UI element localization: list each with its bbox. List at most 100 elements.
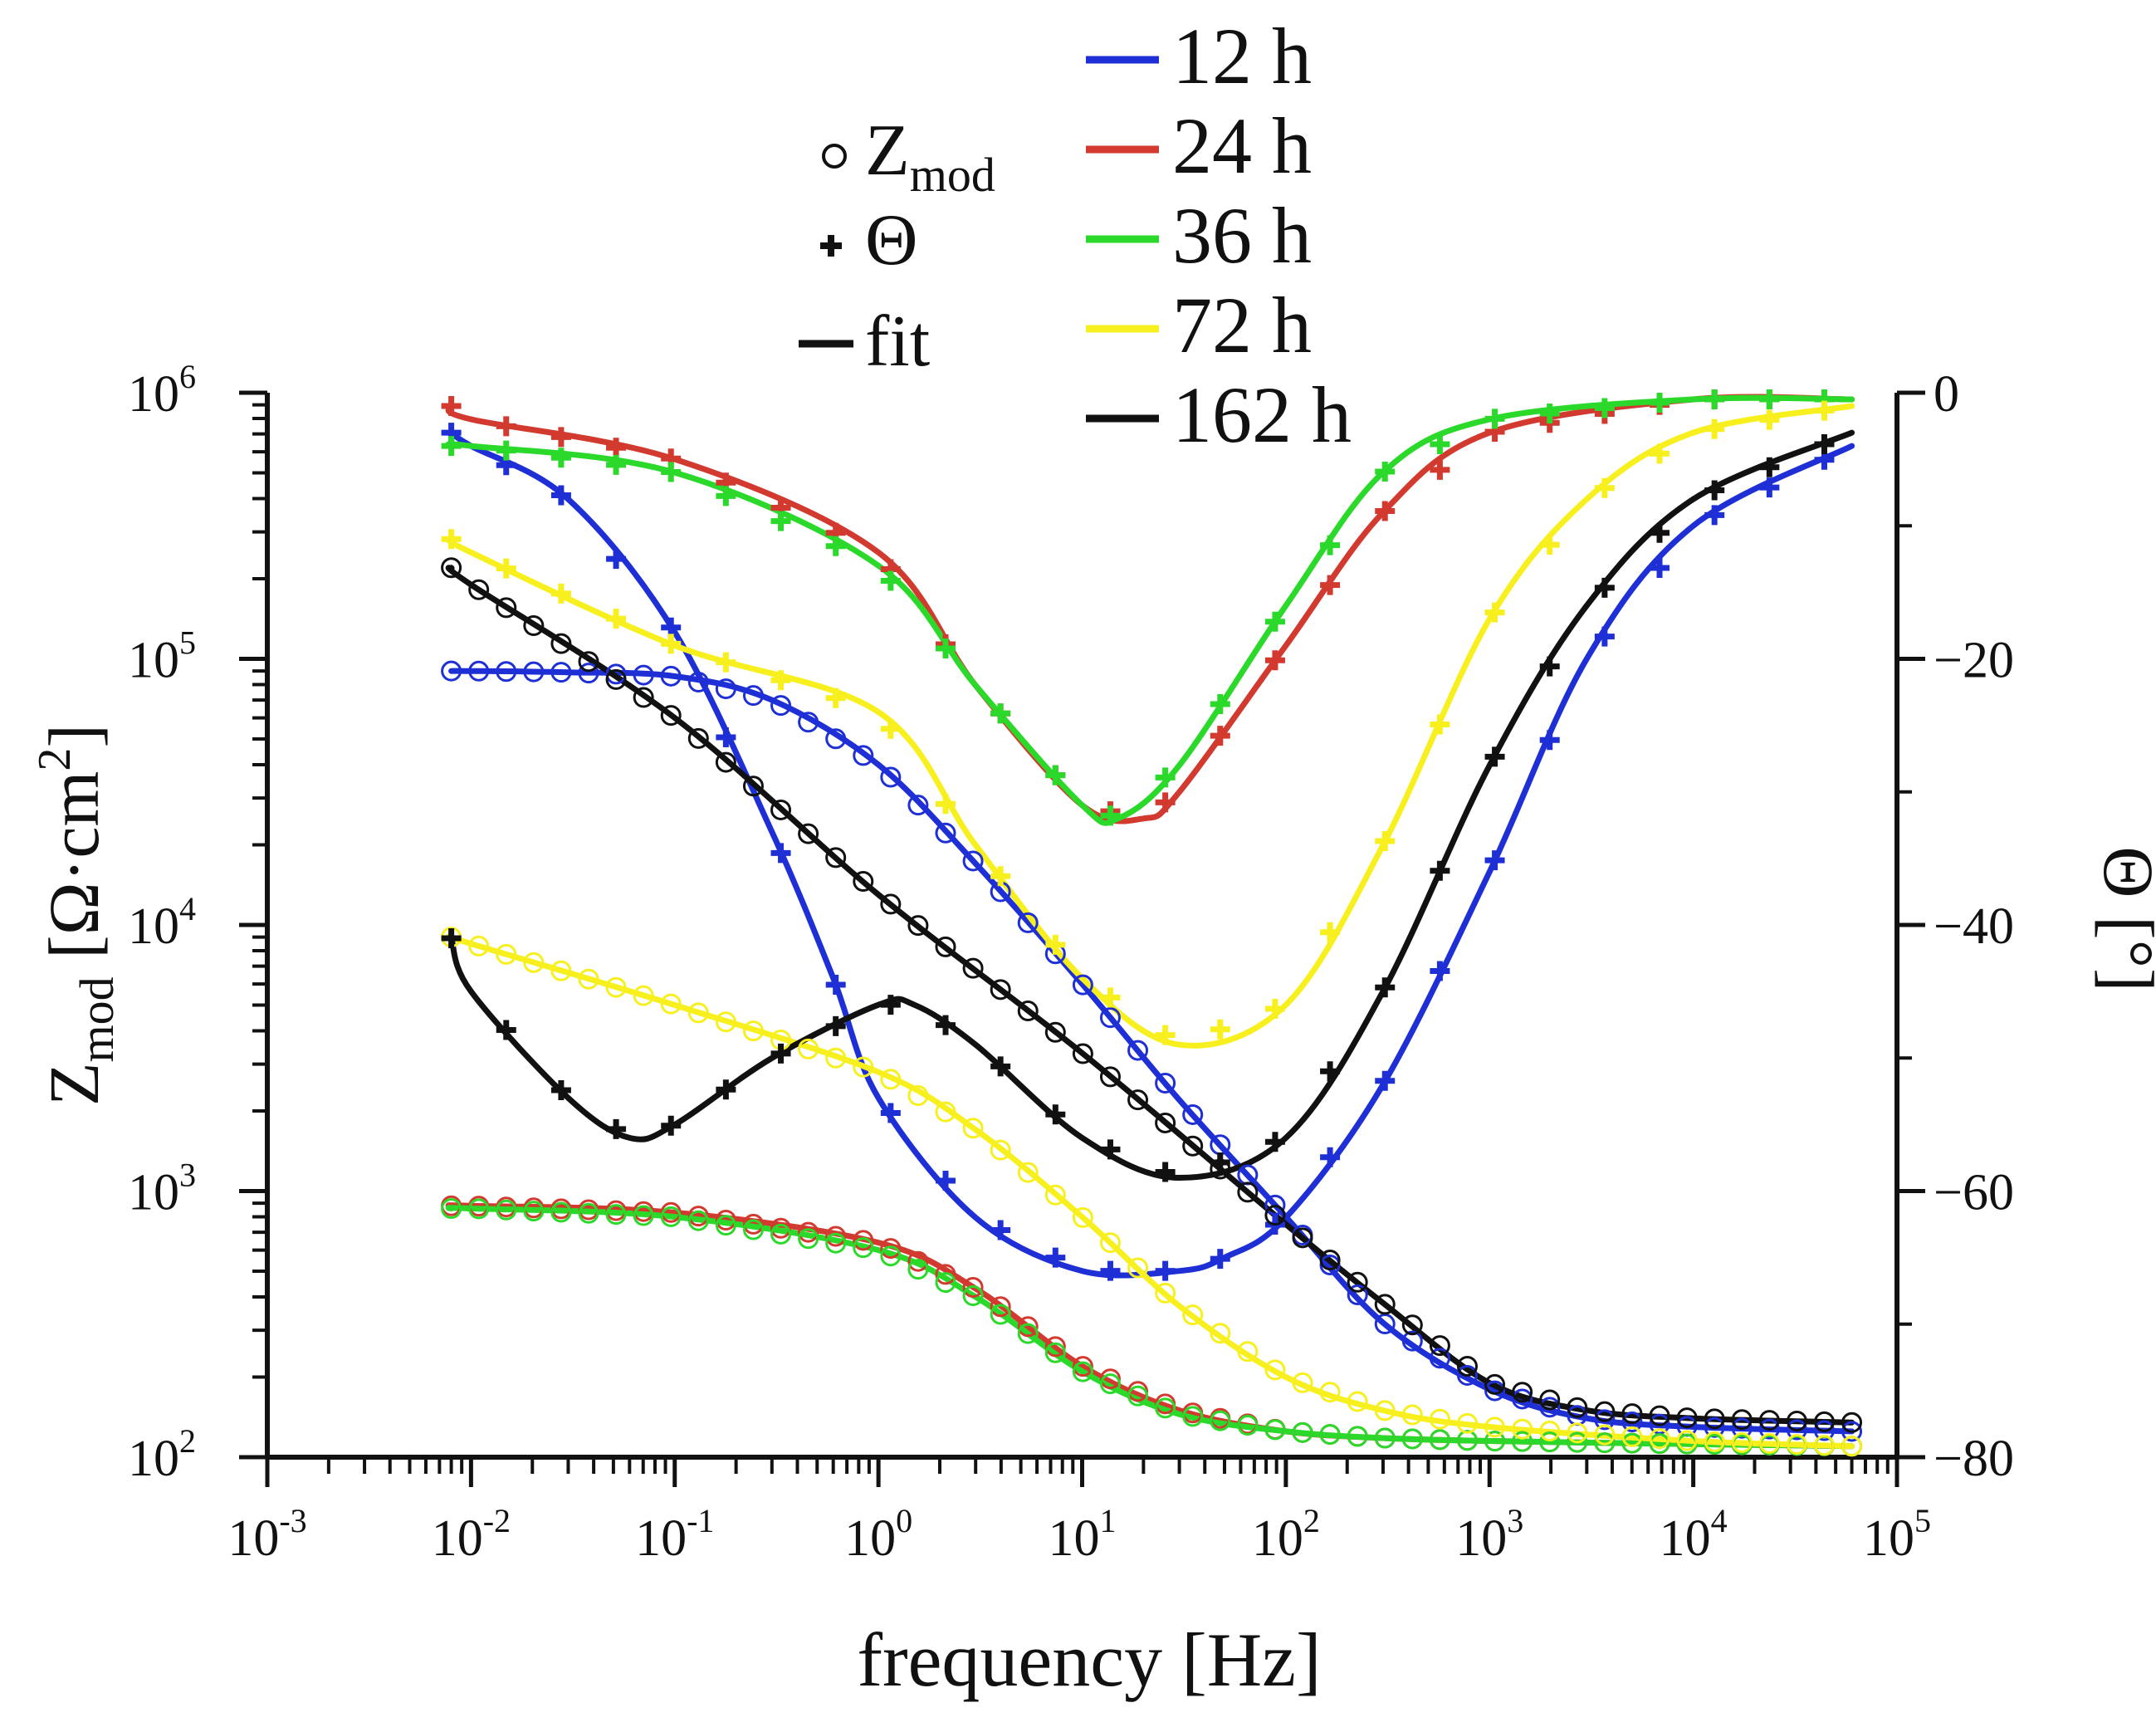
phase-point-36h: [1484, 409, 1505, 429]
zmod-point-162h: [496, 597, 517, 619]
zmod-point-36h: [990, 1304, 1011, 1325]
phase-point-12h: [1045, 1247, 1066, 1268]
phase-point-36h: [1264, 611, 1285, 632]
zmod-point-24h: [825, 1226, 847, 1247]
zmod-point-24h: [770, 1217, 792, 1239]
zmod-point-24h: [907, 1250, 929, 1272]
zmod-point-24h: [1072, 1356, 1093, 1377]
phase-point-36h: [606, 454, 627, 475]
phase-point-72h: [770, 670, 791, 691]
zmod-point-162h: [1758, 1410, 1780, 1431]
zmod-point-12h: [1347, 1284, 1368, 1306]
zmod-point-162h: [962, 957, 984, 979]
phase-point-72h: [825, 687, 846, 708]
zmod-point-12h: [1017, 912, 1039, 933]
phase-point-24h: [1430, 459, 1450, 480]
x-tick-label: 102: [1252, 1502, 1320, 1567]
zmod-point-36h: [441, 1197, 462, 1219]
phase-point-72h: [1264, 999, 1285, 1019]
zmod-point-162h: [1155, 1112, 1176, 1133]
zmod-point-36h: [550, 1201, 572, 1223]
zmod-point-24h: [880, 1238, 902, 1260]
zmod-point-36h: [1539, 1431, 1561, 1453]
zmod-point-162h: [1017, 1001, 1039, 1022]
phase-point-162h: [770, 1043, 791, 1064]
zmod-point-72h: [1155, 1282, 1176, 1304]
zmod-point-36h: [578, 1202, 599, 1224]
zmod-point-72h: [687, 1002, 709, 1024]
zmod-point-162h: [441, 557, 462, 579]
zmod-point-72h: [1676, 1430, 1698, 1451]
zmod-point-162h: [1374, 1294, 1396, 1315]
x-tick-label: 103: [1455, 1502, 1523, 1567]
phase-point-72h: [606, 609, 627, 629]
x-tick-label: 101: [1049, 1502, 1117, 1567]
zmod-point-162h: [1401, 1314, 1423, 1336]
zmod-point-72h: [1786, 1434, 1807, 1456]
zmod-point-36h: [1347, 1426, 1368, 1447]
zmod-point-12h: [660, 665, 682, 687]
plot-frame: [265, 393, 1899, 1460]
zmod-point-162h: [1429, 1335, 1450, 1357]
zmod-point-24h: [853, 1230, 874, 1251]
phase-point-72h: [880, 718, 901, 739]
phase-point-12h: [1759, 477, 1780, 498]
y-left-tick-label: 105: [128, 624, 196, 689]
phase-point-72h: [1210, 1019, 1230, 1040]
zmod-point-72h: [1841, 1436, 1863, 1457]
zmod-point-72h: [660, 993, 682, 1015]
zmod-point-12h: [1484, 1380, 1506, 1402]
zmod-point-162h: [1512, 1382, 1533, 1403]
zmod-point-12h: [1155, 1073, 1176, 1094]
phase-point-162h: [441, 928, 462, 949]
phase-point-72h: [1375, 830, 1396, 851]
zmod-point-36h: [1594, 1432, 1616, 1454]
zmod-point-72h: [468, 935, 490, 957]
phase-point-162h: [1759, 457, 1780, 477]
phase-point-36h: [661, 462, 682, 482]
phase-point-162h: [606, 1118, 627, 1139]
zmod-point-72h: [742, 1020, 764, 1042]
fit-line-phase-24h: [445, 394, 1855, 824]
phase-point-36h: [1539, 403, 1560, 423]
zmod-point-12h: [1264, 1194, 1286, 1216]
zmod-point-12h: [1319, 1255, 1341, 1276]
phase-point-162h: [496, 1020, 516, 1040]
zmod-point-12h: [1758, 1418, 1780, 1440]
fit-line-zmod-12h: [448, 668, 1855, 1435]
zmod-point-12h: [1512, 1388, 1533, 1410]
zmod-point-24h: [1017, 1316, 1039, 1338]
zmod-point-162h: [742, 775, 764, 797]
zmod-point-12h: [523, 661, 545, 683]
phase-point-162h: [1210, 1152, 1230, 1173]
zmod-point-36h: [1044, 1342, 1066, 1363]
phase-point-36h: [936, 638, 956, 658]
phase-point-12h: [1594, 626, 1615, 647]
zmod-point-72h: [880, 1069, 902, 1090]
zmod-point-12h: [1731, 1417, 1753, 1439]
phase-point-36h: [550, 448, 571, 468]
zmod-point-72h: [633, 985, 654, 1006]
zmod-point-36h: [1127, 1385, 1149, 1407]
phase-point-72h: [990, 866, 1011, 887]
zmod-point-36h: [825, 1232, 847, 1254]
phase-point-72h: [1814, 400, 1835, 421]
zmod-point-162h: [1237, 1182, 1259, 1203]
zmod-point-36h: [1621, 1432, 1643, 1454]
zmod-point-24h: [742, 1213, 764, 1235]
phase-point-36h: [716, 486, 736, 506]
zmod-point-36h: [907, 1259, 929, 1280]
fit-line-phase-72h: [445, 403, 1855, 1049]
legend-series-label: 162 h: [1172, 370, 1352, 459]
left-y-axis-ticks: 102 103 104 105 106: [128, 358, 267, 1487]
x-tick-label: 104: [1660, 1502, 1728, 1567]
zmod-point-72h: [1347, 1391, 1368, 1412]
zmod-point-12h: [550, 662, 572, 683]
y-left-tick-label: 106: [128, 358, 196, 423]
phase-point-36h: [1155, 767, 1176, 788]
zmod-point-72h: [1649, 1428, 1670, 1450]
zmod-point-12h: [1594, 1409, 1616, 1431]
zmod-point-72h: [1456, 1412, 1478, 1434]
zmod-point-36h: [1155, 1397, 1176, 1419]
phase-point-36h: [441, 436, 462, 457]
